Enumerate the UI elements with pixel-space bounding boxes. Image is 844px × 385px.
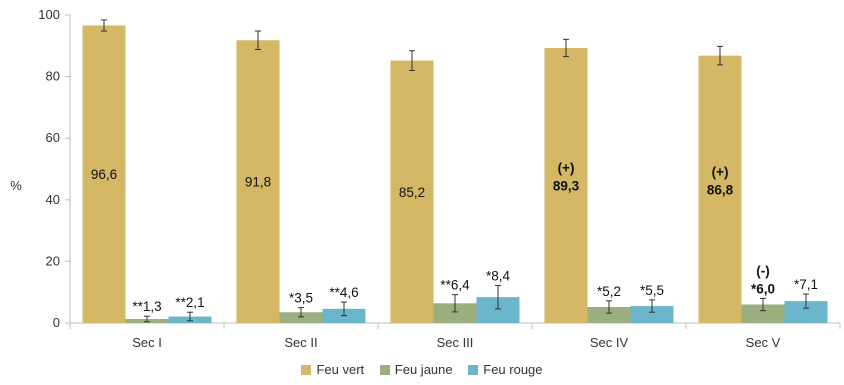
y-tick-label: 100 [38, 7, 60, 22]
data-label-prefix-feu-jaune-sec-v: (-) [756, 263, 770, 278]
y-tick-label: 60 [46, 130, 60, 145]
data-label-prefix-feu-vert-sec-v: (+) [712, 164, 729, 179]
y-axis-label: % [10, 178, 22, 193]
legend-label-feu-jaune: Feu jaune [394, 362, 453, 377]
legend-label-feu-vert: Feu vert [316, 362, 365, 377]
x-tick-label-sec-iii: Sec III [437, 335, 474, 350]
data-label-feu-rouge-sec-i: **2,1 [175, 295, 204, 310]
data-label-feu-jaune-sec-iv: *5,2 [597, 284, 621, 299]
data-label-feu-rouge-sec-ii: **4,6 [329, 285, 358, 300]
bar-feu-vert-sec-iii [390, 60, 434, 324]
bar-feu-rouge-sec-iv [630, 306, 674, 323]
data-labels: 96,6 **1,3 **2,1 91,8 *3,5 **4,6 85,2 **6,4 *8,4… [91, 160, 818, 314]
x-tick-label-sec-v: Sec V [746, 335, 781, 350]
data-label-feu-jaune-sec-i: **1,3 [132, 299, 161, 314]
bar-feu-jaune-sec-ii [279, 312, 323, 323]
bar-feu-rouge-sec-v [784, 301, 828, 323]
bar-feu-jaune-sec-iv [587, 306, 631, 323]
legend: Feu vert Feu jaune Feu rouge [0, 362, 844, 377]
y-tick-label: 80 [46, 69, 60, 84]
y-tick-label: 40 [46, 192, 60, 207]
bar-feu-jaune-sec-iii [433, 303, 477, 323]
data-label-feu-rouge-sec-iii: *8,4 [486, 268, 511, 283]
data-label-prefix-feu-vert-sec-iv: (+) [558, 160, 575, 175]
y-tick-label: 0 [53, 315, 60, 330]
bar-feu-vert-sec-ii [236, 40, 280, 323]
x-tick-label-sec-i: Sec I [132, 335, 162, 350]
bar-feu-vert-sec-v [698, 55, 742, 323]
data-label-feu-jaune-sec-iii: **6,4 [440, 278, 470, 293]
data-label-feu-vert-sec-i: 96,6 [91, 167, 117, 182]
legend-item-feu-jaune: Feu jaune [379, 362, 453, 377]
bar-feu-jaune-sec-v [741, 304, 785, 323]
legend-swatch-feu-rouge [468, 365, 479, 375]
legend-swatch-feu-jaune [379, 365, 390, 375]
legend-item-feu-vert: Feu vert [301, 362, 364, 377]
data-label-feu-rouge-sec-v: *7,1 [794, 277, 818, 292]
data-label-feu-vert-sec-ii: 91,8 [245, 175, 271, 190]
data-label-feu-jaune-sec-ii: *3,5 [289, 291, 313, 306]
data-label-feu-vert-sec-iii: 85,2 [399, 185, 425, 200]
legend-item-feu-rouge: Feu rouge [468, 362, 543, 377]
bars [82, 19, 828, 324]
legend-swatch-feu-vert [301, 365, 312, 375]
x-tick-label-sec-iv: Sec IV [590, 335, 629, 350]
data-label-feu-jaune-sec-v: *6,0 [751, 281, 775, 296]
y-tick-label: 20 [46, 253, 60, 268]
x-tick-label-sec-ii: Sec II [284, 335, 317, 350]
bar-feu-vert-sec-i [82, 25, 126, 324]
data-label-feu-vert-sec-iv: 89,3 [553, 178, 580, 193]
bar-chart: 0 20 40 60 80 100% Sec I Sec II Sec III Sec IV Sec… [10, 7, 841, 350]
data-label-feu-vert-sec-v: 86,8 [707, 182, 734, 197]
data-label-feu-rouge-sec-iv: *5,5 [640, 283, 664, 298]
axes: 0 20 40 60 80 100% Sec I Sec II Sec III Sec IV Sec… [10, 7, 841, 350]
legend-label-feu-rouge: Feu rouge [483, 362, 543, 377]
bar-feu-vert-sec-iv [544, 47, 588, 324]
